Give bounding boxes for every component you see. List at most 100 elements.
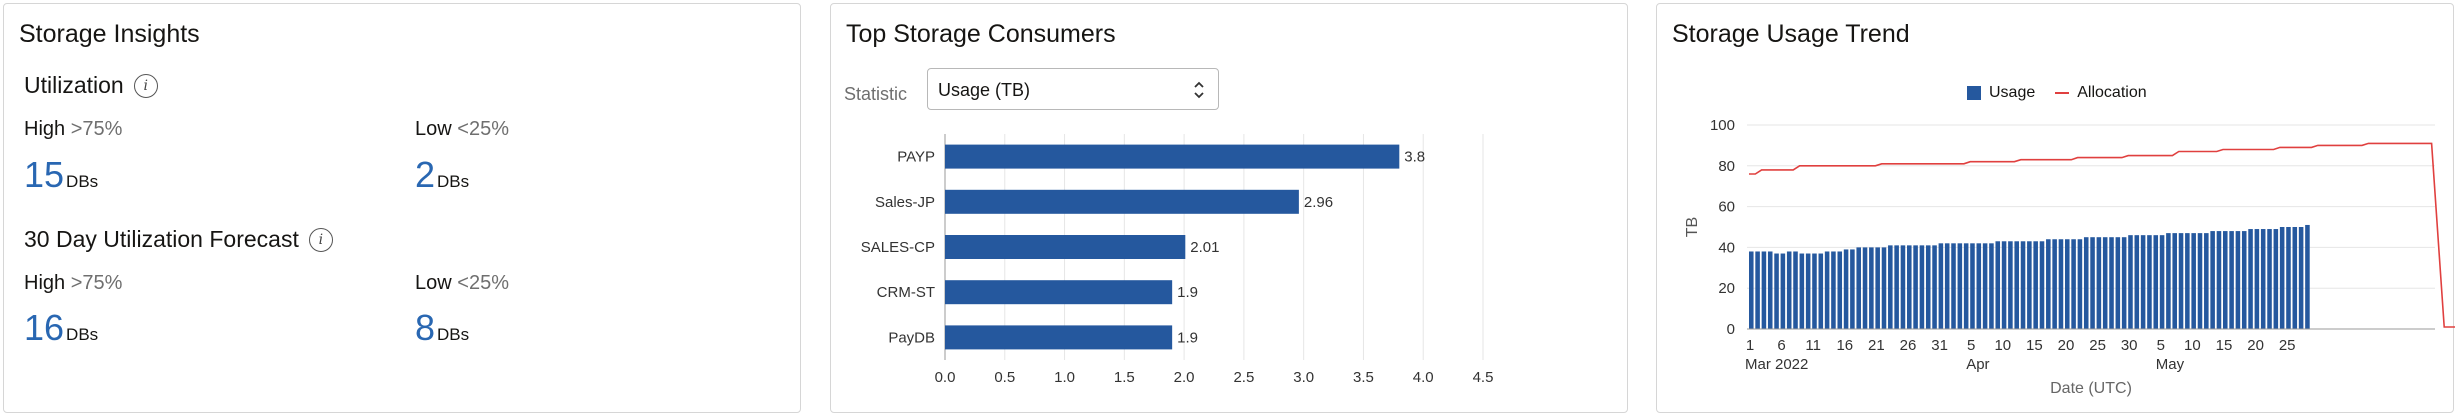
x-tick-label: 20 <box>2058 337 2075 354</box>
x-tick-label: 1.5 <box>1114 369 1135 386</box>
usage-bar <box>1856 247 1861 329</box>
usage-bar <box>1944 243 1950 329</box>
forecast-high-value[interactable]: 16 DBs <box>24 307 98 349</box>
usage-bar <box>2083 237 2089 329</box>
y-tick-label: 100 <box>1710 117 1735 134</box>
x-tick-label: 6 <box>1777 337 1785 354</box>
usage-bar <box>1957 243 1963 329</box>
low-threshold: <25% <box>457 118 509 140</box>
usage-bar <box>1869 247 1874 329</box>
statistic-select[interactable]: Usage (TB) <box>927 68 1219 110</box>
usage-bar <box>1925 245 1931 329</box>
usage-bar <box>2305 224 2310 329</box>
usage-bar <box>1970 243 1975 329</box>
x-tick-label: 31 <box>1931 337 1948 354</box>
utilization-title: Utilization i <box>24 72 158 99</box>
usage-bar <box>1995 241 2001 329</box>
bar <box>945 280 1173 305</box>
usage-bar <box>1780 253 1786 329</box>
usage-bar <box>1831 251 1836 329</box>
usage-bar <box>1900 245 1906 329</box>
usage-bar <box>2014 241 2019 329</box>
usage-bar <box>2027 241 2032 329</box>
forecast-low-label: Low <25% <box>415 272 509 295</box>
usage-bar <box>1837 251 1843 329</box>
usage-bar <box>2153 235 2159 329</box>
card-title: Top Storage Consumers <box>846 20 1116 48</box>
utilization-high-value[interactable]: 15 DBs <box>24 154 98 196</box>
top-storage-consumers-card: Top Storage Consumers Statistic Usage (T… <box>830 3 1628 413</box>
usage-bar <box>2273 229 2279 329</box>
high-unit: DBs <box>66 172 99 191</box>
category-label: Sales-JP <box>875 194 935 211</box>
x-tick-label: 5 <box>1967 337 1975 354</box>
usage-bar <box>2197 233 2203 329</box>
chart-legend: Usage Allocation <box>1967 84 2147 102</box>
low-count[interactable]: 8 <box>415 307 436 348</box>
usage-bar <box>1818 253 1824 329</box>
low-count[interactable]: 2 <box>415 154 436 195</box>
x-tick-label: 16 <box>1836 337 1853 354</box>
usage-bar <box>2279 227 2285 329</box>
usage-bar <box>2172 233 2177 329</box>
usage-bar <box>2204 233 2209 329</box>
top-consumers-bar-chart: 0.0 0.5 1.0 1.5 2.0 2.5 3.0 3.5 4.0 4.5 PAYP 3.8 Sal… <box>861 134 1494 386</box>
usage-bar <box>2210 231 2215 329</box>
category-label: SALES-CP <box>861 239 935 256</box>
data-label: 1.9 <box>1177 329 1198 346</box>
forecast-low-value[interactable]: 8 DBs <box>415 307 469 349</box>
forecast-title-text: 30 Day Utilization Forecast <box>24 226 299 252</box>
usage-bar <box>2147 235 2152 329</box>
usage-bar <box>1799 253 1805 329</box>
usage-bar <box>2159 235 2165 329</box>
usage-bar <box>1938 243 1944 329</box>
usage-bar <box>1749 251 1754 329</box>
x-group-label: May <box>2156 356 2185 373</box>
statistic-select-value: Usage (TB) <box>938 80 1031 100</box>
usage-bar <box>2033 241 2038 329</box>
high-threshold: >75% <box>70 272 123 294</box>
usage-bar <box>2298 227 2304 329</box>
high-count[interactable]: 16 <box>24 307 65 348</box>
usage-bar <box>2229 231 2234 329</box>
legend-label-usage[interactable]: Usage <box>1989 84 2036 101</box>
x-tick-label: 15 <box>2216 337 2233 354</box>
usage-bar <box>1793 251 1798 329</box>
utilization-low-value[interactable]: 2 DBs <box>415 154 469 196</box>
usage-bar <box>2109 237 2114 329</box>
legend-label-allocation[interactable]: Allocation <box>2077 84 2147 101</box>
usage-bar <box>1982 243 1988 329</box>
card-title: Storage Insights <box>19 20 200 48</box>
info-icon[interactable]: i <box>133 73 158 98</box>
usage-bar <box>2096 237 2102 329</box>
usage-bar <box>1862 247 1868 329</box>
x-axis-title: Date (UTC) <box>2050 380 2132 397</box>
usage-bar <box>2185 233 2190 329</box>
usage-bar <box>1767 251 1773 329</box>
storage-usage-trend-card: Storage Usage Trend Usage Allocation 0 20… <box>1656 3 2455 413</box>
usage-bar <box>2191 233 2196 329</box>
high-threshold: >75% <box>70 118 123 140</box>
high-count[interactable]: 15 <box>24 154 65 195</box>
category-label: PAYP <box>897 149 935 166</box>
usage-bar <box>1881 247 1887 329</box>
y-tick-label: 0 <box>1727 321 1735 338</box>
legend-swatch-usage <box>1967 86 1981 100</box>
usage-bar <box>2039 241 2045 329</box>
usage-bar <box>2090 237 2095 329</box>
high-label-text: High <box>24 118 66 140</box>
data-label: 2.96 <box>1304 194 1333 211</box>
usage-bar <box>1976 243 1982 329</box>
x-tick-label: 4.5 <box>1473 369 1494 386</box>
x-tick-label: 25 <box>2089 337 2106 354</box>
usage-bar <box>2121 237 2127 329</box>
usage-bar <box>1919 245 1925 329</box>
statistic-label: Statistic <box>844 84 908 104</box>
usage-bar <box>2216 231 2222 329</box>
x-group-label: Mar 2022 <box>1745 356 1808 373</box>
y-tick-label: 60 <box>1718 199 1735 216</box>
info-icon[interactable]: i <box>308 227 333 252</box>
data-label: 2.01 <box>1190 239 1219 256</box>
usage-bar <box>2001 241 2007 329</box>
